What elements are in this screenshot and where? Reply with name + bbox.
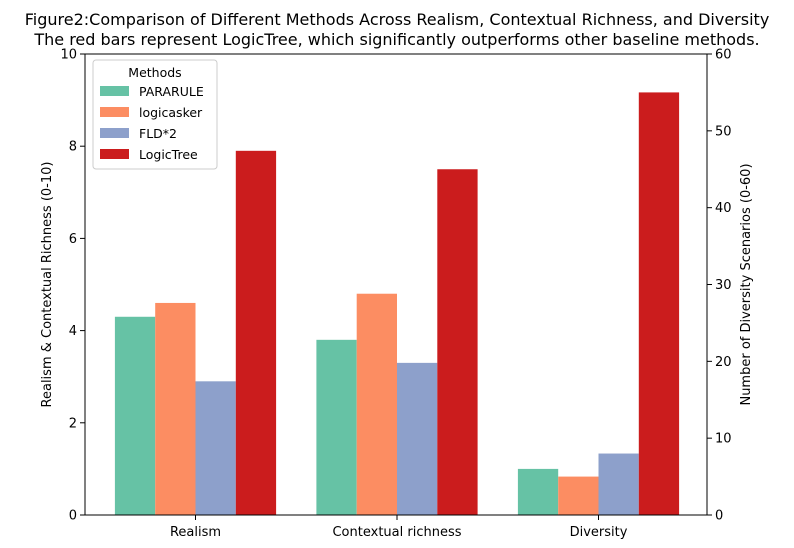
legend-label: FLD*2	[139, 126, 177, 141]
bar-fld-2-0	[195, 381, 236, 515]
right-tick-label: 60	[715, 48, 732, 63]
bar-pararule-2	[517, 468, 559, 515]
x-axis-ticks: Realism Contextual richness Diversity	[170, 515, 628, 540]
bar-logictree-0	[235, 150, 277, 515]
legend-label: logicasker	[139, 105, 203, 120]
x-tick-label: Contextual richness	[332, 525, 461, 540]
bar-logictree-2	[638, 92, 680, 516]
chart-subtitle: The red bars represent LogicTree, which …	[33, 30, 759, 49]
x-tick-label: Diversity	[570, 525, 628, 540]
legend-swatch	[100, 149, 129, 159]
bar-logicasker-1	[356, 293, 397, 515]
bar-logictree-1	[437, 169, 478, 515]
legend: Methods PARARULE logicasker FLD*2 LogicTree	[92, 59, 218, 170]
left-tick-label: 10	[60, 48, 77, 63]
plot-frame	[84, 53, 708, 516]
legend-label: PARARULE	[139, 84, 204, 99]
right-tick-label: 20	[715, 355, 732, 370]
right-tick-label: 50	[715, 124, 732, 139]
legend-label: LogicTree	[139, 147, 198, 162]
left-axis-ticks: 0 2 4 6 8 10	[60, 48, 85, 524]
left-tick-label: 2	[69, 416, 77, 431]
chart-title: Figure2:Comparison of Different Methods …	[25, 10, 770, 29]
bar-fld-2-1	[397, 362, 438, 515]
y-axis-right-label: Number of Diversity Scenarios (0-60)	[739, 163, 754, 405]
y-axis-left-label: Realism & Contextual Richness (0-10)	[40, 162, 55, 408]
right-axis-ticks: 0 10 20 30 40 50 60	[707, 48, 732, 524]
legend-title: Methods	[128, 65, 181, 80]
left-tick-label: 0	[69, 509, 77, 524]
right-tick-label: 40	[715, 201, 732, 216]
x-tick-label: Realism	[170, 525, 221, 540]
bar-pararule-1	[316, 339, 357, 515]
bar-logicasker-2	[558, 476, 599, 515]
legend-swatch	[100, 86, 129, 96]
right-tick-label: 30	[715, 278, 732, 293]
bar-fld-2-2	[598, 453, 639, 515]
bar-pararule-0	[114, 316, 156, 515]
left-tick-label: 8	[69, 140, 77, 155]
right-tick-label: 0	[715, 509, 723, 524]
legend-swatch	[100, 128, 129, 138]
bar-logicasker-0	[155, 302, 196, 515]
bars	[114, 92, 680, 516]
right-tick-label: 10	[715, 432, 732, 447]
left-tick-label: 6	[69, 232, 77, 247]
legend-items: PARARULE logicasker FLD*2 LogicTree	[100, 84, 204, 162]
left-tick-label: 4	[69, 324, 77, 339]
legend-swatch	[100, 107, 129, 117]
